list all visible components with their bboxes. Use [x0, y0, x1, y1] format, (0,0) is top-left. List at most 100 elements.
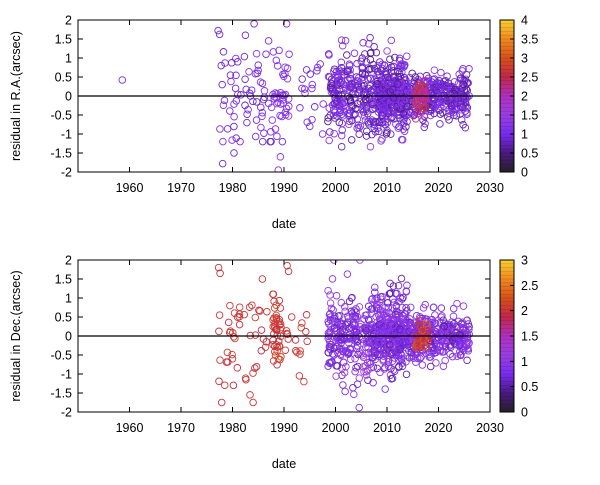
data-point: [427, 89, 435, 98]
data-point: [337, 36, 346, 44]
data-point: [362, 132, 371, 140]
data-point: [345, 339, 353, 347]
data-point: [331, 114, 339, 122]
data-point: [331, 99, 339, 107]
data-point: [339, 347, 347, 356]
data-point: [457, 351, 465, 360]
x-tick-label: 2020: [425, 421, 453, 435]
data-point: [395, 329, 403, 338]
ra-y-axis-label: residual in R.A.(arcsec): [9, 31, 23, 161]
ra-data-points: [118, 20, 473, 172]
data-point: [454, 333, 462, 341]
y-tick-label: 0.5: [55, 311, 72, 325]
data-point: [326, 342, 334, 351]
data-point: [395, 355, 403, 364]
data-point: [339, 381, 347, 389]
data-point: [219, 48, 228, 56]
data-point: [396, 325, 404, 333]
y-tick-label: 1.5: [55, 273, 72, 287]
colorbar-tick-label: 3: [521, 52, 528, 66]
data-point: [373, 341, 381, 349]
data-point: [352, 344, 361, 353]
data-point: [235, 310, 244, 318]
data-point: [464, 339, 473, 348]
y-tick-label: 1: [65, 52, 72, 66]
data-point: [251, 313, 260, 322]
data-point: [216, 269, 224, 278]
data-point: [377, 137, 385, 145]
data-point: [394, 80, 402, 88]
data-point: [248, 301, 256, 309]
data-point: [338, 41, 347, 50]
data-point: [378, 111, 387, 120]
data-point: [387, 319, 395, 328]
data-point: [382, 349, 390, 357]
data-point: [302, 66, 311, 74]
data-point: [271, 351, 280, 360]
colorbar-tick-label: 0: [521, 406, 528, 420]
data-point: [302, 311, 311, 319]
data-point: [376, 315, 385, 323]
data-point: [381, 385, 389, 393]
ra-x-axis-label: date: [272, 217, 296, 231]
data-point: [386, 55, 394, 63]
data-point: [419, 116, 427, 124]
data-point: [373, 83, 382, 91]
data-point: [342, 362, 350, 371]
data-point: [326, 291, 334, 299]
data-point: [329, 306, 337, 314]
data-point: [383, 119, 391, 127]
data-point: [432, 359, 440, 367]
data-point: [232, 134, 240, 142]
data-point: [420, 112, 428, 120]
data-point: [463, 356, 471, 365]
data-point: [393, 77, 401, 85]
data-point: [293, 348, 301, 356]
data-point: [269, 336, 277, 345]
data-point: [337, 298, 346, 307]
data-point: [337, 110, 346, 119]
data-point: [464, 344, 472, 352]
data-point: [358, 54, 366, 62]
colorbar-tick-label: 2: [521, 90, 528, 104]
data-point: [271, 323, 279, 332]
data-point: [456, 330, 464, 339]
data-point: [331, 320, 339, 328]
data-point: [364, 120, 373, 128]
data-point: [267, 137, 275, 146]
data-point: [318, 130, 327, 138]
data-point: [269, 290, 277, 298]
data-point: [228, 350, 236, 359]
data-point: [257, 103, 265, 112]
data-point: [334, 312, 342, 320]
data-point: [354, 77, 362, 86]
data-point: [366, 55, 375, 64]
data-point: [343, 270, 352, 278]
data-point: [375, 118, 383, 127]
data-point: [341, 83, 349, 91]
data-point: [364, 348, 373, 357]
data-point: [364, 302, 373, 311]
data-point: [281, 346, 290, 354]
data-point: [279, 70, 287, 79]
data-point: [243, 110, 251, 118]
data-point: [364, 84, 373, 93]
data-point: [275, 337, 283, 346]
data-point: [349, 383, 357, 392]
data-point: [254, 61, 262, 69]
data-point: [448, 318, 456, 326]
data-point: [393, 338, 401, 347]
data-point: [226, 107, 234, 115]
data-point: [368, 304, 377, 313]
data-point: [436, 110, 445, 118]
data-point: [356, 86, 365, 94]
data-point: [373, 90, 382, 99]
data-point: [429, 90, 437, 99]
data-point: [367, 295, 376, 304]
data-point: [273, 361, 281, 369]
data-point: [394, 352, 403, 360]
data-point: [394, 67, 402, 76]
data-point: [367, 48, 375, 57]
data-point: [268, 116, 277, 124]
data-point: [257, 326, 266, 334]
